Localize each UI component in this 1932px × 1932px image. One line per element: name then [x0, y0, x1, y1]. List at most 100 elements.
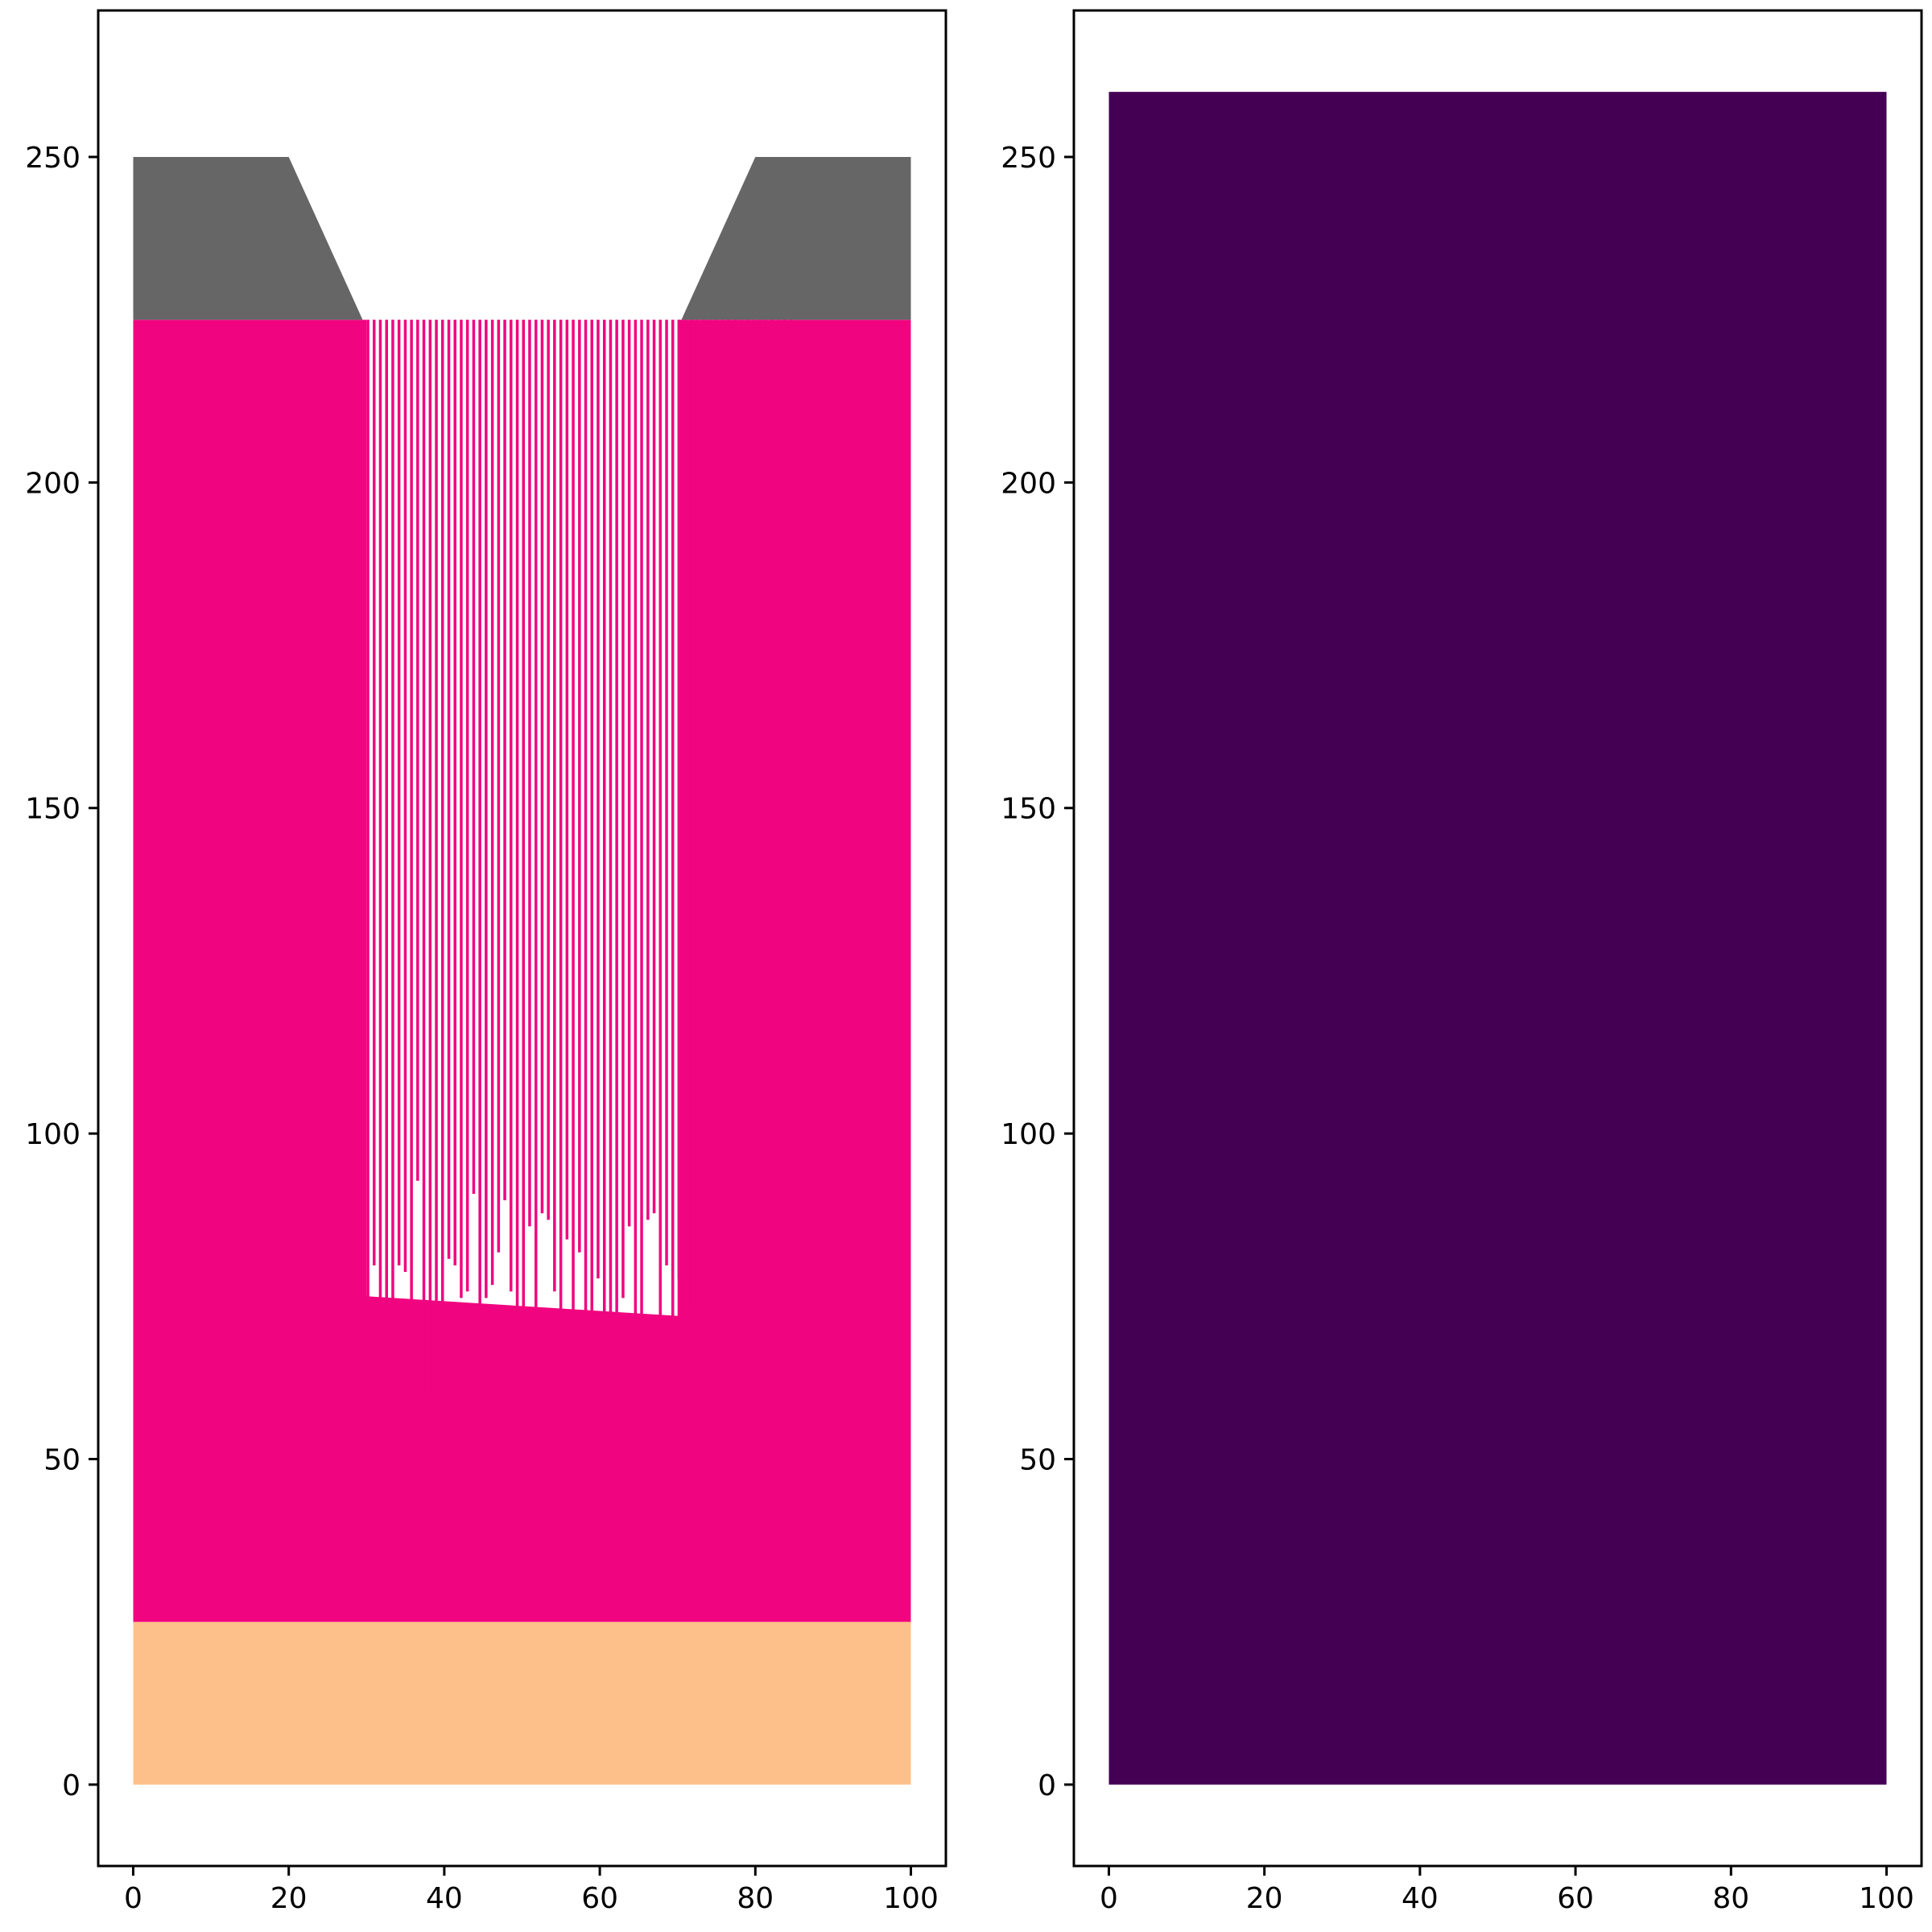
y-tick-label: 150 — [25, 793, 80, 826]
x-tick-label: 60 — [581, 1882, 618, 1915]
etch-column — [510, 320, 513, 1292]
etch-column — [627, 320, 631, 1227]
etch-column — [490, 320, 494, 1286]
etch-column — [715, 320, 718, 1318]
etch-column — [391, 320, 394, 1422]
etch-column — [565, 320, 569, 1240]
etch-column — [410, 320, 413, 1402]
x-tick-label: 100 — [883, 1882, 939, 1915]
y-tick-label: 0 — [62, 1769, 80, 1802]
y-tick-label: 50 — [43, 1444, 80, 1477]
y-tick-label: 100 — [25, 1118, 80, 1151]
etch-column — [435, 320, 438, 1344]
axes-frame — [1072, 9, 1923, 1868]
etch-column — [597, 320, 600, 1279]
region-3 — [681, 157, 911, 320]
etch-column — [671, 320, 675, 1357]
etch-column — [708, 320, 712, 1233]
left-plot-panel: 0 20 40 60 80 100 0 50 100 150 200 250 — [25, 9, 947, 1915]
x-tick-label: 80 — [1712, 1882, 1749, 1915]
etch-column — [584, 320, 588, 1318]
etch-column — [497, 320, 501, 1253]
x-tick-label: 100 — [1859, 1882, 1914, 1915]
etch-column — [397, 320, 401, 1265]
etch-column — [422, 320, 426, 1389]
etch-column — [720, 320, 724, 1208]
x-tick-label: 60 — [1557, 1882, 1594, 1915]
etch-column — [528, 320, 531, 1227]
x-tick-label: 80 — [737, 1882, 774, 1915]
etch-column — [683, 320, 687, 1240]
etch-column — [652, 320, 656, 1214]
y-tick-label: 150 — [1001, 793, 1056, 826]
etch-column — [646, 320, 650, 1220]
y-tick-label: 100 — [1001, 1118, 1056, 1151]
axes-frame — [97, 9, 947, 1868]
etch-column — [634, 320, 638, 1435]
etch-column — [783, 320, 786, 1292]
x-tick-label: 40 — [1402, 1882, 1439, 1915]
etch-column — [690, 320, 693, 1337]
etch-column — [485, 320, 488, 1298]
etch-column — [416, 320, 419, 1181]
etch-column — [758, 320, 762, 1344]
etch-column — [677, 320, 681, 1279]
etch-column — [515, 320, 519, 1324]
etch-column — [553, 320, 556, 1292]
etch-column — [702, 320, 706, 1337]
etch-column — [472, 320, 476, 1195]
etch-column — [640, 320, 643, 1377]
right-plot-panel: 0 20 40 60 80 100 0 50 100 150 200 250 — [1001, 9, 1923, 1915]
x-tick-label: 40 — [426, 1882, 463, 1915]
y-tick-label: 250 — [1001, 142, 1056, 175]
etch-column — [465, 320, 469, 1292]
y-tick-label: 200 — [25, 467, 80, 500]
etch-column — [764, 320, 768, 1305]
y-tick-label: 250 — [25, 142, 80, 175]
etch-column — [503, 320, 506, 1201]
etch-column — [603, 320, 606, 1357]
etch-column — [478, 320, 481, 1305]
etch-column — [609, 320, 613, 1435]
etch-column — [727, 320, 730, 1181]
etch-column — [378, 320, 382, 1305]
etch-column — [385, 320, 388, 1344]
x-tick-label: 0 — [1100, 1882, 1118, 1915]
y-tick-label: 50 — [1019, 1444, 1056, 1477]
etch-column — [789, 320, 793, 1318]
etch-column — [658, 320, 662, 1357]
etch-column — [522, 320, 525, 1337]
etch-column — [745, 320, 749, 1298]
etch-column — [733, 320, 737, 1298]
etch-column — [547, 320, 550, 1220]
x-tick-label: 20 — [270, 1882, 308, 1915]
etch-column — [621, 320, 625, 1298]
etch-column — [559, 320, 563, 1370]
etch-column — [615, 320, 618, 1344]
etch-column — [540, 320, 544, 1214]
etch-column — [403, 320, 407, 1273]
y-tick-label: 200 — [1001, 467, 1056, 500]
etch-column — [578, 320, 581, 1253]
etch-column — [441, 320, 444, 1396]
etch-column — [453, 320, 456, 1265]
x-tick-label: 20 — [1246, 1882, 1283, 1915]
etch-column — [740, 320, 743, 1357]
etch-column — [373, 320, 376, 1265]
etch-column — [665, 320, 668, 1265]
etch-column — [590, 320, 593, 1311]
x-tick-label: 0 — [124, 1882, 142, 1915]
region-0 — [133, 1621, 911, 1785]
etch-column — [572, 320, 575, 1331]
etch-column — [447, 320, 451, 1259]
etch-column — [752, 320, 755, 1279]
y-tick-label: 0 — [1038, 1769, 1056, 1802]
etch-column — [428, 320, 432, 1429]
etch-column — [777, 320, 780, 1337]
etch-column — [460, 320, 463, 1298]
etch-column — [770, 320, 774, 1246]
etch-column — [366, 320, 369, 1298]
region-2 — [133, 157, 363, 320]
region-0 — [1108, 92, 1887, 1785]
